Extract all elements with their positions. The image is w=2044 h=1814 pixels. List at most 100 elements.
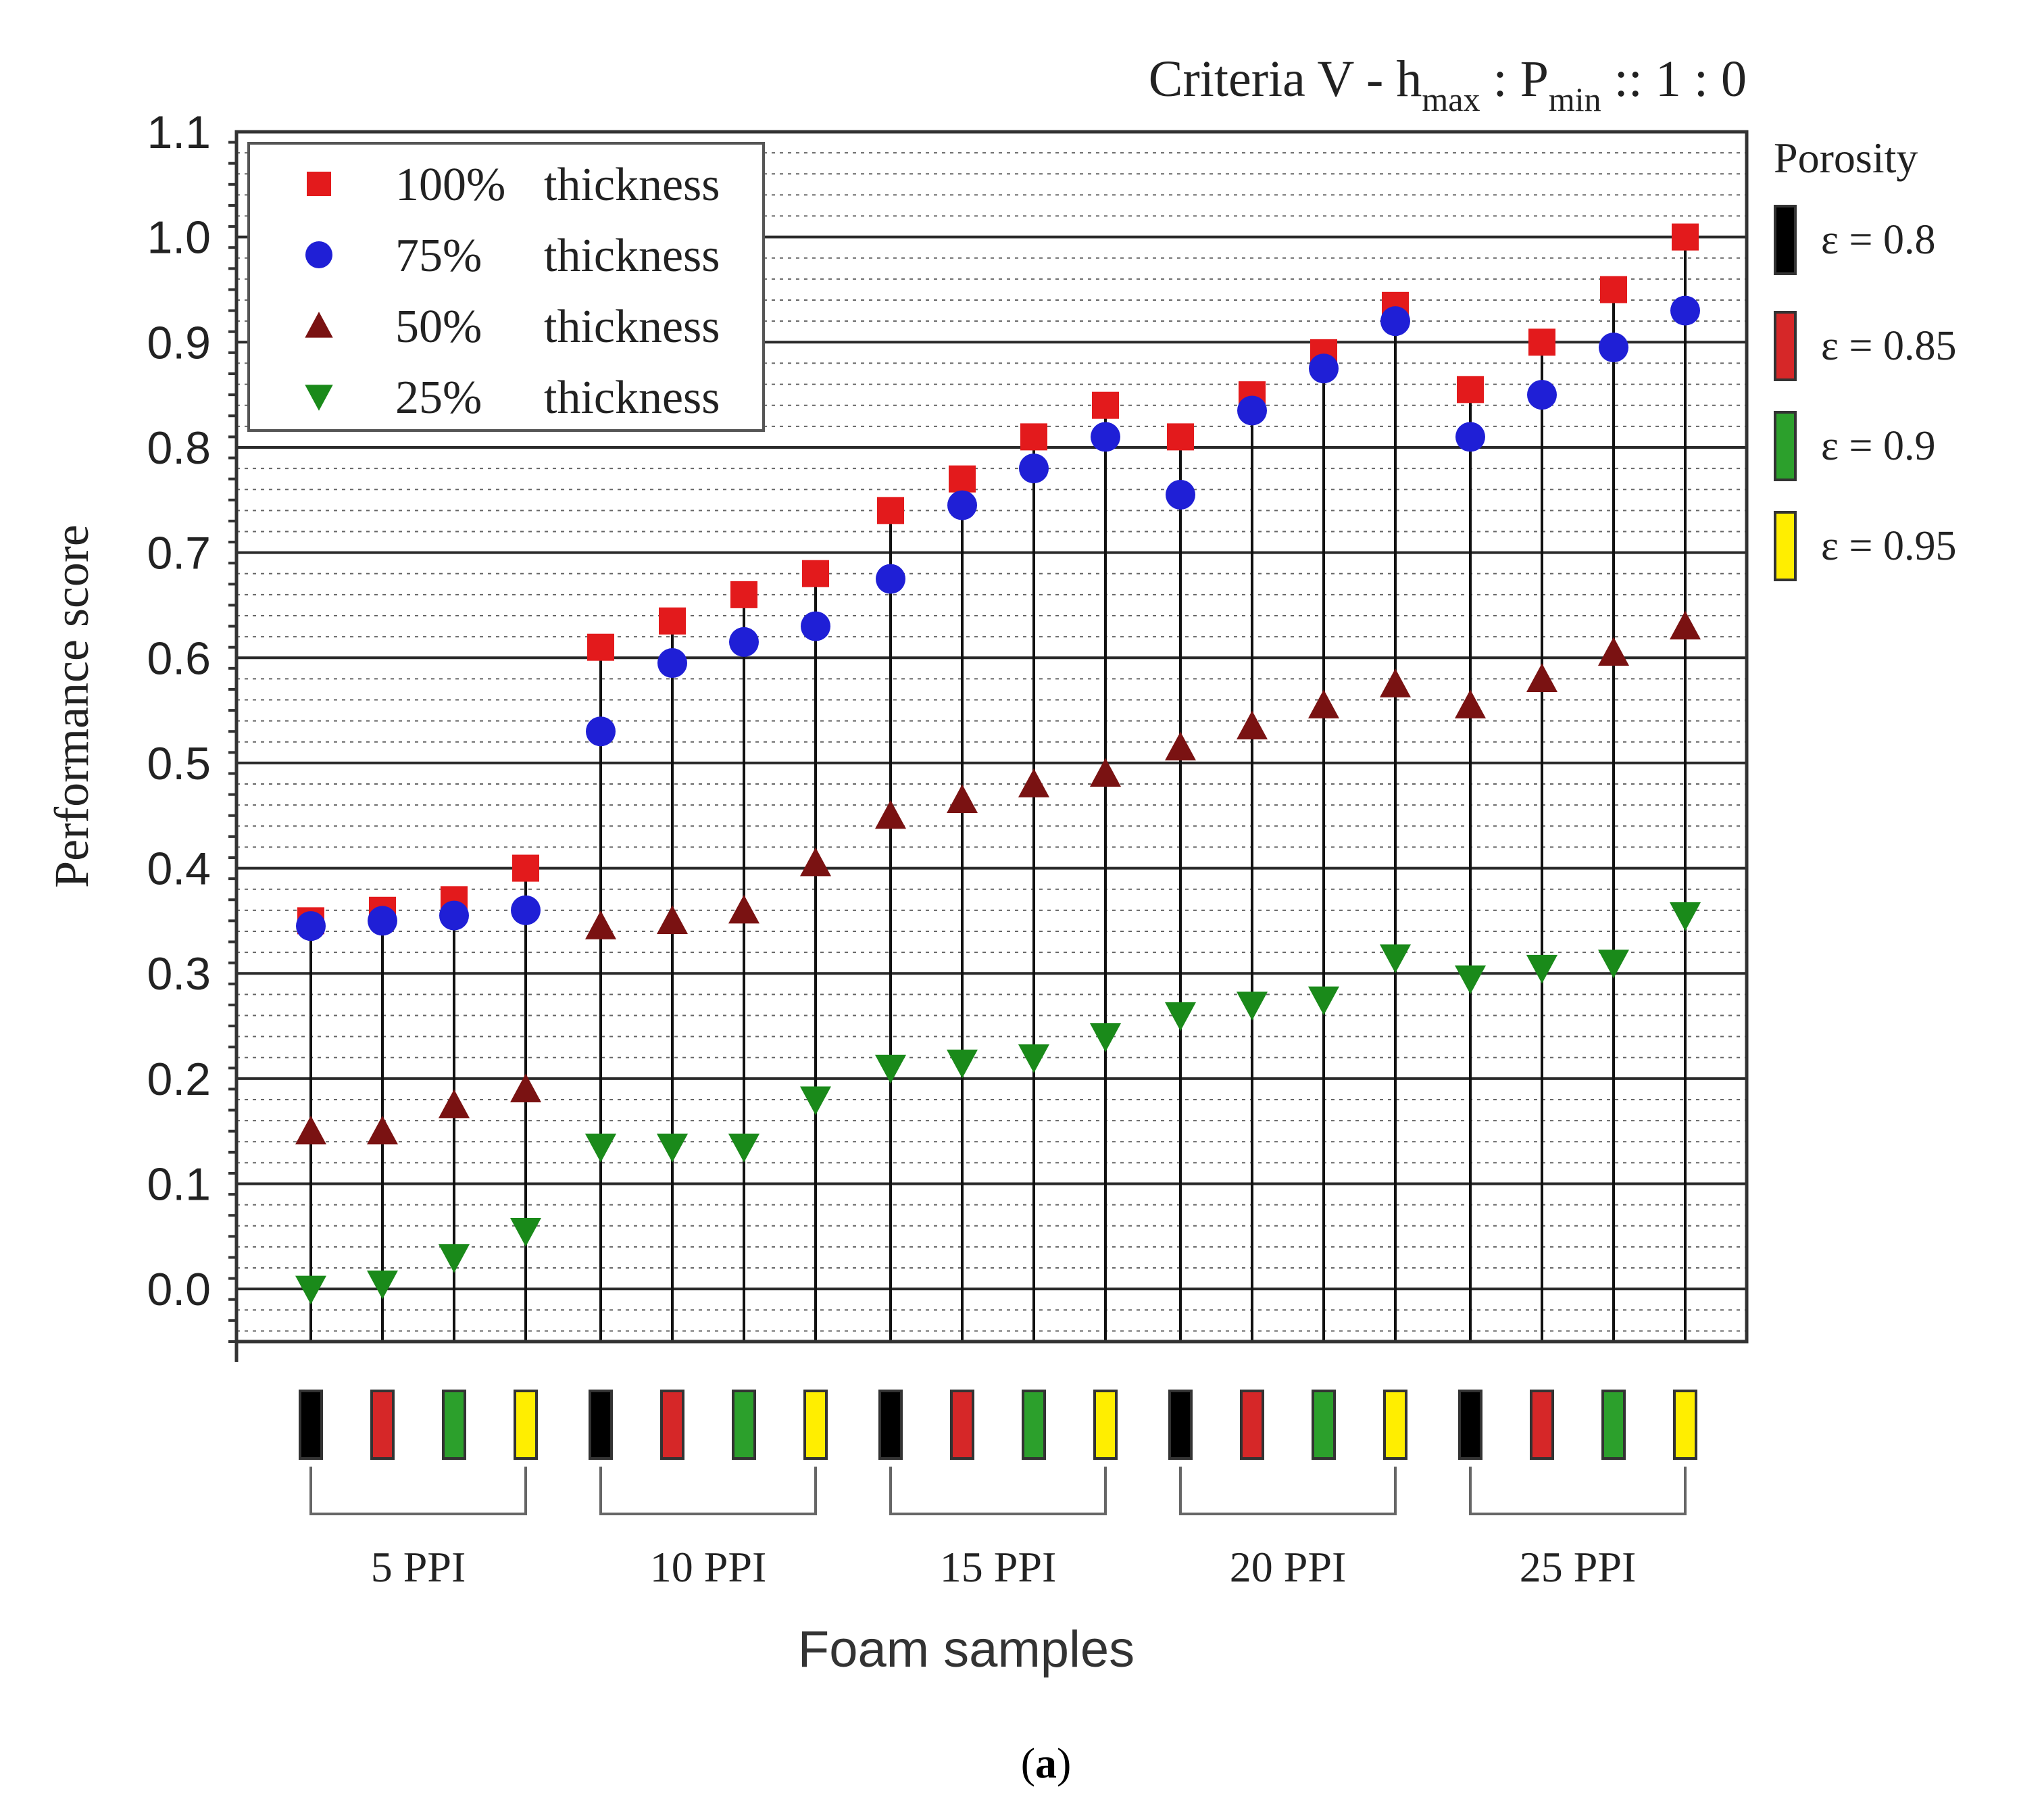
circle-marker — [876, 564, 905, 594]
porosity-legend-swatch — [1774, 511, 1797, 581]
group-label: 10 PPI — [650, 1543, 767, 1591]
circle-marker — [1237, 395, 1267, 426]
circle-marker — [1670, 295, 1700, 326]
triangle-up-marker — [367, 1115, 398, 1145]
porosity-legend-label: ε = 0.8 — [1821, 217, 1936, 263]
y-tick-label: 0.7 — [147, 528, 211, 579]
chart-title: Criteria V - hmax : Pmin :: 1 : 0 — [1149, 51, 1747, 118]
triangle-up-marker — [800, 847, 831, 877]
y-tick-label: 0.6 — [147, 633, 211, 684]
y-tick-label: 0.8 — [147, 422, 211, 474]
circle-marker — [1091, 422, 1120, 452]
y-tick-label: 0.1 — [147, 1159, 211, 1210]
legend-label-word: thickness — [544, 159, 720, 211]
porosity-swatch — [1458, 1390, 1482, 1460]
triangle-down-marker — [1090, 1023, 1121, 1052]
square-marker — [1092, 391, 1119, 419]
triangle-down-marker — [295, 1275, 326, 1305]
triangle-down-marker — [800, 1086, 831, 1115]
triangle-up-marker — [585, 910, 616, 939]
porosity-swatch — [732, 1390, 756, 1460]
legend-label-percent: 25% — [395, 372, 482, 424]
group-label: 5 PPI — [371, 1543, 466, 1591]
triangle-down-marker — [1165, 1002, 1196, 1031]
porosity-legend-swatch — [1774, 411, 1797, 481]
y-tick-label: 0.0 — [147, 1264, 211, 1315]
circle-marker — [1309, 353, 1339, 384]
square-marker — [1457, 376, 1484, 403]
square-marker — [1600, 276, 1627, 303]
y-tick-label: 1.0 — [147, 212, 211, 264]
circle-marker — [1455, 422, 1485, 452]
triangle-up-marker — [439, 1089, 470, 1119]
y-tick-label: 0.9 — [147, 317, 211, 368]
square-marker — [1020, 423, 1047, 451]
triangle-down-marker — [1598, 950, 1629, 979]
circle-marker — [729, 627, 759, 657]
triangle-down-marker — [875, 1054, 906, 1084]
porosity-swatch — [1673, 1390, 1697, 1460]
porosity-legend: Porosity ε = 0.8 ε = 0.85 ε = 0.9 ε = 0.95 — [1774, 134, 1957, 581]
porosity-legend-label: ε = 0.9 — [1821, 423, 1936, 469]
porosity-swatch — [1383, 1390, 1407, 1460]
triangle-down-marker — [728, 1133, 759, 1163]
porosity-swatch — [878, 1390, 903, 1460]
group-label: 15 PPI — [940, 1543, 1057, 1591]
porosity-swatch — [1312, 1390, 1336, 1460]
square-marker — [730, 581, 757, 608]
group-brackets: 5 PPI 10 PPI 15 PPI 20 PPI 25 PPI — [309, 1467, 1687, 1591]
circle-marker — [586, 716, 616, 747]
circle-marker — [801, 611, 830, 641]
triangle-down-marker — [1308, 986, 1339, 1016]
triangle-down-marker — [657, 1133, 688, 1163]
porosity-legend-title: Porosity — [1774, 134, 1918, 182]
triangle-down-marker — [1526, 954, 1557, 984]
figure-caption: (a) — [1021, 1739, 1072, 1787]
y-tick-label: 1.1 — [147, 107, 211, 158]
triangle-up-marker — [1165, 731, 1196, 761]
triangle-up-marker — [728, 894, 759, 924]
group-bracket — [309, 1467, 527, 1515]
circle-marker — [511, 895, 541, 925]
triangle-up-marker — [1308, 689, 1339, 718]
data-markers — [295, 223, 1701, 1305]
triangle-up-marker — [1018, 768, 1049, 798]
group-bracket — [889, 1467, 1107, 1515]
triangle-down-marker — [510, 1218, 541, 1247]
triangle-up-marker — [1380, 668, 1411, 697]
porosity-swatch — [1093, 1390, 1118, 1460]
porosity-legend-swatch — [1774, 311, 1797, 381]
square-marker — [1672, 223, 1699, 251]
porosity-swatch — [950, 1390, 974, 1460]
triangle-up-marker — [875, 800, 906, 829]
porosity-swatch — [1022, 1390, 1046, 1460]
legend-label-word: thickness — [544, 230, 720, 282]
porosity-swatch — [299, 1390, 323, 1460]
group-bracket — [599, 1467, 817, 1515]
square-marker — [1528, 328, 1555, 356]
square-marker — [587, 633, 614, 661]
group-label: 25 PPI — [1520, 1543, 1637, 1591]
y-tick-label: 0.4 — [147, 843, 211, 895]
y-tick-label: 0.2 — [147, 1054, 211, 1105]
square-marker — [1167, 423, 1194, 451]
circle-marker — [1527, 380, 1557, 410]
circle-marker — [1019, 453, 1049, 484]
triangle-up-marker — [1526, 663, 1557, 692]
porosity-swatch — [660, 1390, 684, 1460]
triangle-up-marker — [305, 312, 333, 338]
triangle-up-marker — [1455, 689, 1486, 718]
porosity-swatch — [803, 1390, 828, 1460]
legend-label-percent: 100% — [395, 159, 505, 211]
group-bracket — [1179, 1467, 1397, 1515]
triangle-up-marker — [657, 905, 688, 934]
triangle-down-marker — [1380, 944, 1411, 973]
circle-marker — [1166, 480, 1195, 510]
porosity-swatch — [1530, 1390, 1554, 1460]
group-label: 20 PPI — [1230, 1543, 1347, 1591]
triangle-down-marker — [1455, 965, 1486, 994]
triangle-up-marker — [510, 1073, 541, 1102]
triangle-down-marker — [1670, 902, 1701, 931]
triangle-up-marker — [295, 1115, 326, 1145]
